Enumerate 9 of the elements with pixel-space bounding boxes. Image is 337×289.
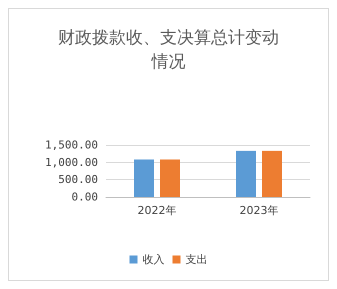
y-tick-label: 1,000.00 <box>45 156 98 169</box>
legend-label: 收入 <box>142 253 164 266</box>
x-tick-label: 2023年 <box>240 204 278 217</box>
legend-label: 支出 <box>186 253 208 266</box>
y-tick-label: 500.00 <box>58 173 98 186</box>
chart-title: 财政拨款收、支决算总计变动情况 <box>58 28 279 72</box>
y-tick-label: 1,500.00 <box>45 138 98 152</box>
y-tick-label: 0.00 <box>72 190 98 204</box>
x-tick-label: 2022年 <box>138 204 176 217</box>
